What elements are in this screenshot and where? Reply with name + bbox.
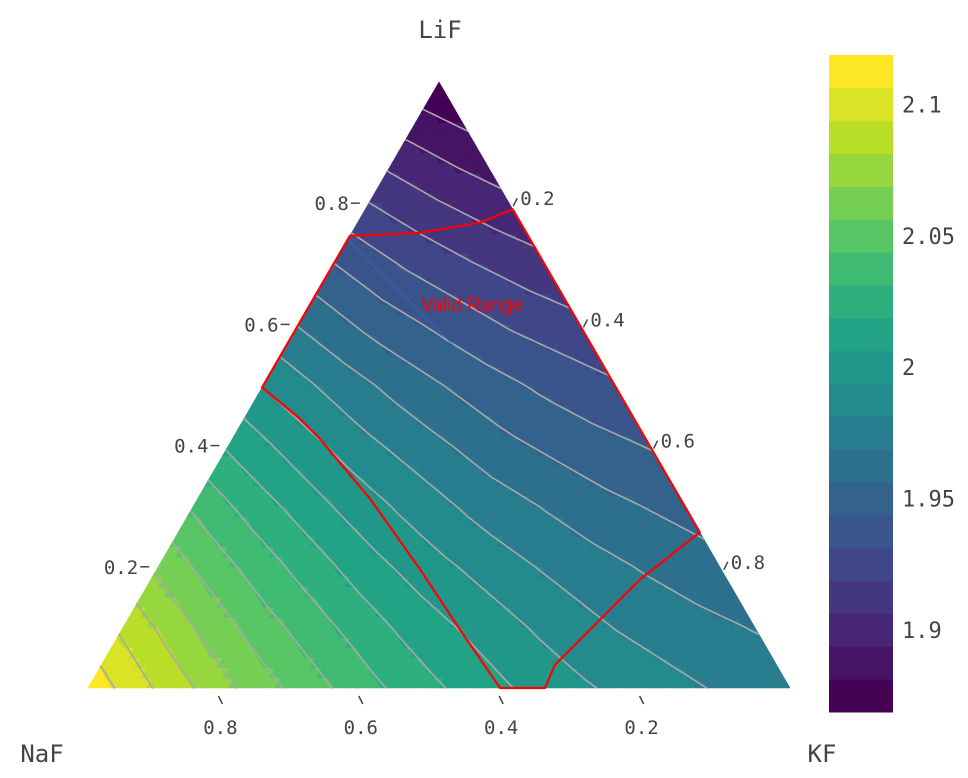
colorbar-band (829, 55, 893, 89)
tick-mark-bottom (358, 695, 364, 705)
axis-title-right: KF (808, 740, 837, 768)
colorbar-band (829, 87, 893, 122)
axis-title-left: NaF (20, 740, 63, 768)
tick-label-kf: 0.2 (520, 188, 554, 210)
valid-range-label: Valid Range (421, 295, 523, 316)
colorbar-band (829, 580, 893, 614)
tick-label-kf: 0.4 (590, 309, 624, 331)
tick-label-naf: 0.4 (484, 717, 518, 739)
contour-cell (725, 586, 738, 598)
contour-cell (719, 576, 733, 588)
contour-cell (695, 535, 709, 547)
tick-label-kf: 0.6 (661, 431, 695, 453)
colorbar-band (829, 514, 893, 549)
colorbar-band (829, 679, 893, 713)
tick-mark-right (723, 561, 729, 571)
tick-mark-bottom (217, 695, 224, 705)
tick-mark-right (582, 319, 589, 328)
contour-cell (760, 647, 774, 659)
colorbar-band (829, 482, 893, 516)
colorbar-band (829, 317, 893, 352)
tick-mark-bottom (638, 695, 645, 705)
colorbar-band (829, 219, 893, 253)
colorbar-tick-label: 2.05 (902, 225, 955, 250)
colorbar-tick-label: 1.9 (902, 619, 942, 644)
contour-cell (742, 616, 756, 628)
colorbar-band (829, 284, 893, 319)
colorbar-band (829, 186, 893, 220)
contour-cell (777, 677, 791, 689)
colorbar-band (829, 153, 893, 187)
contour-cell (766, 657, 779, 669)
colorbar-band (829, 416, 893, 450)
tick-label-lif: 0.8 (314, 193, 348, 215)
tick-mark-right (512, 197, 518, 207)
colorbar-band (829, 646, 893, 680)
tick-mark-bottom (498, 695, 504, 705)
colorbar: 1.9 1.95 2 2.05 2.1 (829, 55, 955, 713)
colorbar-tick-label: 2.1 (902, 93, 942, 118)
contour-cell (771, 667, 785, 679)
contour-cell (736, 606, 750, 618)
tick-label-kf: 0.8 (731, 552, 765, 574)
contour-cell (707, 556, 721, 568)
colorbar-band (829, 120, 893, 155)
colorbar-band (829, 449, 893, 483)
contour-cell (754, 636, 768, 648)
colorbar-band (829, 383, 893, 417)
colorbar-band (829, 613, 893, 647)
axis-title-top: LiF (418, 16, 461, 44)
contour-cell (701, 546, 715, 558)
tick-label-naf: 0.2 (624, 717, 658, 739)
tick-label-lif: 0.4 (174, 436, 208, 458)
tick-label-naf: 0.8 (203, 717, 237, 739)
colorbar-band (829, 252, 893, 286)
tick-label-naf: 0.6 (344, 717, 378, 739)
colorbar-band (829, 350, 893, 384)
contour-cell (432, 81, 446, 93)
contour-cell (713, 566, 727, 578)
colorbar-tick-label: 1.95 (902, 488, 955, 513)
contour-fill (87, 81, 791, 689)
colorbar-band (829, 547, 893, 582)
tick-label-lif: 0.2 (104, 557, 138, 579)
contour-cell (730, 596, 744, 608)
colorbar-tick-label: 2 (902, 356, 915, 381)
tick-mark-right (652, 440, 659, 449)
tick-label-lif: 0.6 (244, 314, 278, 336)
